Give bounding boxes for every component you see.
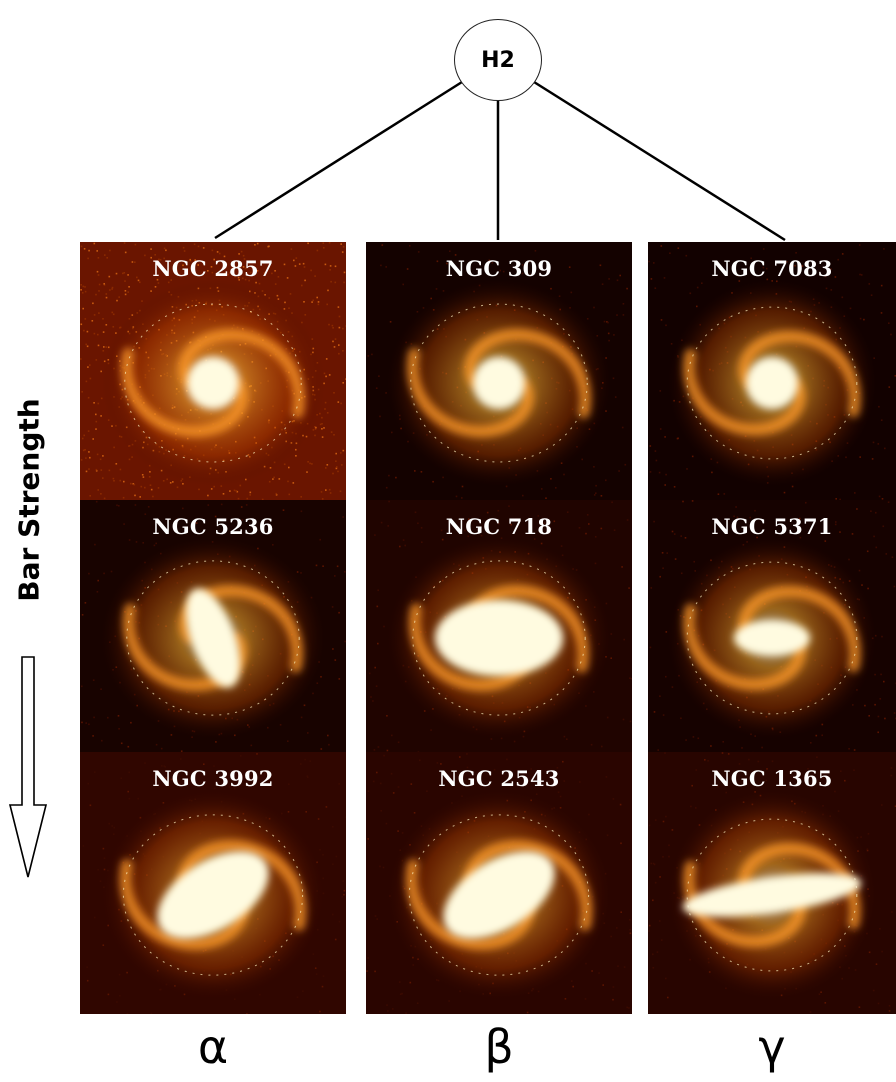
galaxy-image (648, 500, 896, 752)
galaxy-image (366, 752, 632, 1014)
column-label-gamma: γ (758, 1020, 786, 1074)
galaxy-name: NGC 3992 (152, 766, 274, 791)
connector-gamma (533, 80, 786, 242)
galaxy-name: NGC 2857 (152, 256, 274, 281)
galaxy-name: NGC 2543 (438, 766, 560, 791)
galaxy-tile: NGC 3992 (80, 752, 346, 1014)
galaxy-image (366, 242, 632, 500)
galaxy-name: NGC 7083 (711, 256, 833, 281)
galaxy-tile: NGC 2543 (366, 752, 632, 1014)
connector-alpha (214, 80, 463, 240)
galaxy-tile: NGC 7083 (648, 242, 896, 500)
galaxy-image (648, 752, 896, 1014)
galaxy-tile: NGC 1365 (648, 752, 896, 1014)
column-label-alpha: α (197, 1020, 229, 1074)
tree-connectors (214, 80, 786, 242)
galaxy-tile: NGC 5236 (80, 500, 346, 752)
galaxy-name: NGC 5371 (711, 514, 833, 539)
down-arrow-icon (8, 656, 48, 878)
galaxy-name: NGC 1365 (711, 766, 833, 791)
column-label-beta: β (484, 1020, 514, 1074)
galaxy-image (80, 752, 346, 1014)
root-node-circle: H2 (454, 19, 542, 101)
galaxy-image (80, 500, 346, 752)
root-node-label: H2 (481, 47, 515, 73)
galaxy-name: NGC 309 (445, 256, 553, 281)
side-axis-label-text: Bar Strength (12, 398, 46, 602)
galaxy-image (366, 500, 632, 752)
galaxy-name: NGC 5236 (152, 514, 274, 539)
galaxy-tile: NGC 5371 (648, 500, 896, 752)
galaxy-tile: NGC 2857 (80, 242, 346, 500)
galaxy-image (648, 242, 896, 500)
galaxy-tile: NGC 718 (366, 500, 632, 752)
galaxy-name: NGC 718 (445, 514, 553, 539)
galaxy-image (80, 242, 346, 500)
galaxy-tile: NGC 309 (366, 242, 632, 500)
